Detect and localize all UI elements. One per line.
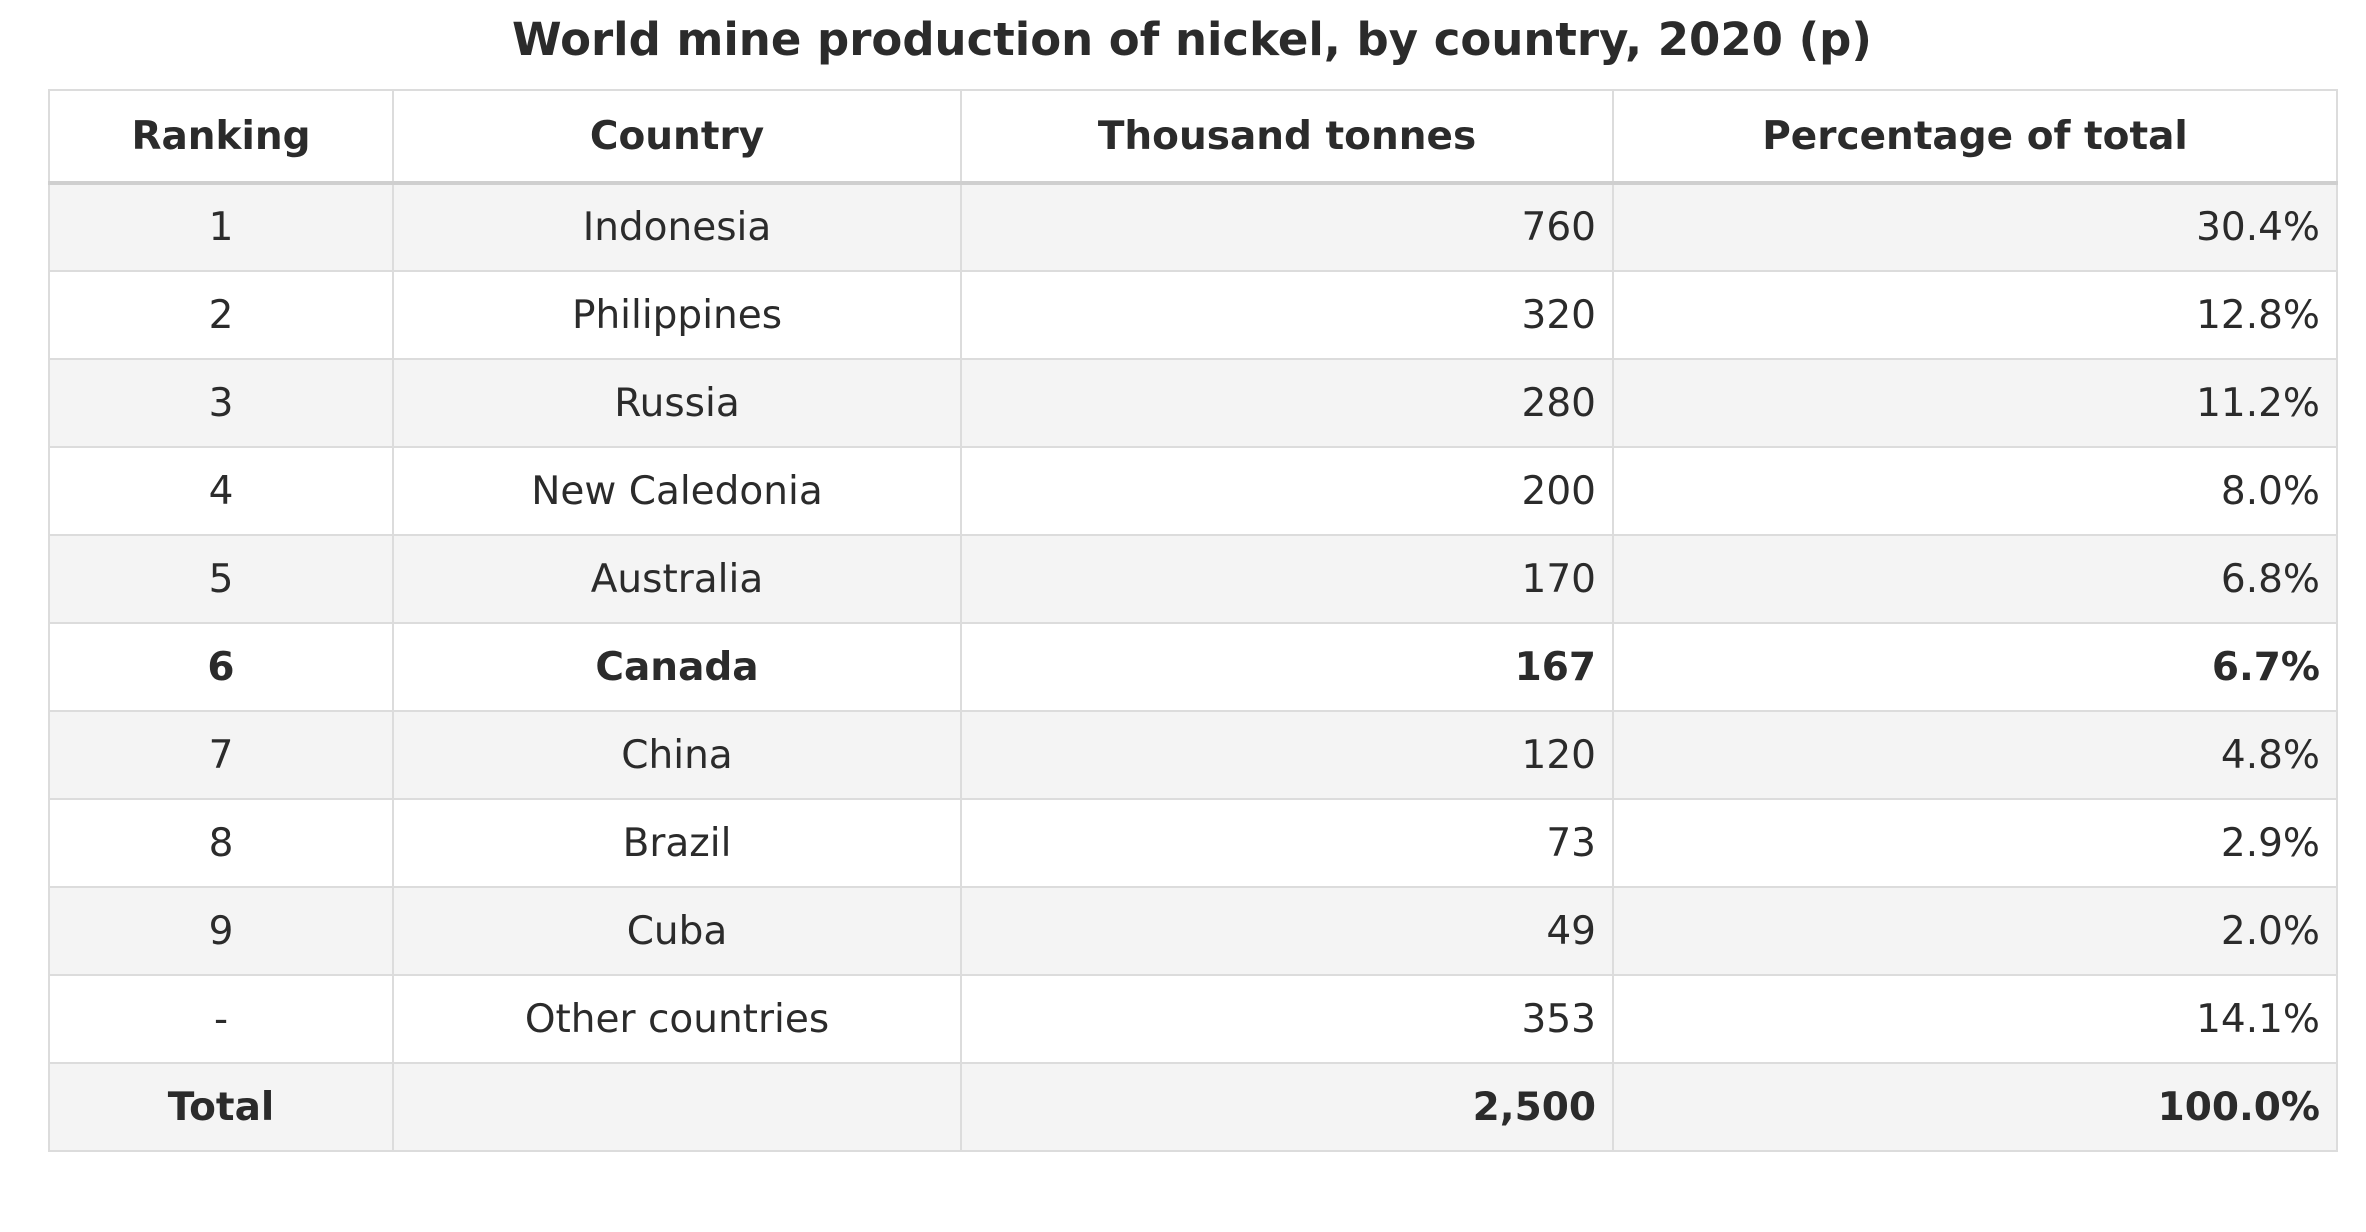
cell-country: Brazil [392,798,962,888]
table-row: 9 Cuba 49 2.0% [48,886,2338,976]
cell-country: New Caledonia [392,446,962,536]
table-row: 3 Russia 280 11.2% [48,358,2338,448]
cell-percentage: 2.9% [1612,798,2338,888]
cell-country: China [392,710,962,800]
total-percentage: 100.0% [1612,1062,2338,1152]
cell-country: Indonesia [392,182,962,272]
cell-percentage: 30.4% [1612,182,2338,272]
cell-thousand-tonnes: 353 [960,974,1614,1064]
cell-country: Cuba [392,886,962,976]
table-header: Ranking Country Thousand tonnes Percenta… [48,89,2338,185]
cell-ranking: 6 [48,622,394,712]
cell-country: Philippines [392,270,962,360]
cell-percentage: 4.8% [1612,710,2338,800]
table-row: - Other countries 353 14.1% [48,974,2338,1064]
total-label: Total [48,1062,394,1152]
cell-ranking: 3 [48,358,394,448]
cell-country: Russia [392,358,962,448]
cell-ranking: - [48,974,394,1064]
cell-thousand-tonnes: 200 [960,446,1614,536]
cell-thousand-tonnes: 320 [960,270,1614,360]
nickel-production-table: Ranking Country Thousand tonnes Percenta… [48,89,2338,1152]
cell-percentage: 12.8% [1612,270,2338,360]
cell-country: Australia [392,534,962,624]
cell-country: Canada [392,622,962,712]
total-row: Total 2,500 100.0% [48,1062,2338,1152]
cell-percentage: 6.7% [1612,622,2338,712]
table-row: 4 New Caledonia 200 8.0% [48,446,2338,536]
header-thousand-tonnes: Thousand tonnes [960,89,1614,185]
header-row: Ranking Country Thousand tonnes Percenta… [48,89,2338,185]
cell-percentage: 11.2% [1612,358,2338,448]
table-row: 6 Canada 167 6.7% [48,622,2338,712]
cell-ranking: 5 [48,534,394,624]
cell-thousand-tonnes: 280 [960,358,1614,448]
table-body: 1 Indonesia 760 30.4% 2 Philippines 320 … [48,182,2338,1064]
cell-percentage: 8.0% [1612,446,2338,536]
table-row: 8 Brazil 73 2.9% [48,798,2338,888]
table-row: 2 Philippines 320 12.8% [48,270,2338,360]
header-ranking: Ranking [48,89,394,185]
header-country: Country [392,89,962,185]
cell-percentage: 6.8% [1612,534,2338,624]
cell-ranking: 2 [48,270,394,360]
table-row: 5 Australia 170 6.8% [48,534,2338,624]
total-country-cell [392,1062,962,1152]
table-footer: Total 2,500 100.0% [48,1062,2338,1152]
cell-ranking: 4 [48,446,394,536]
cell-country: Other countries [392,974,962,1064]
cell-ranking: 1 [48,182,394,272]
table-row: 1 Indonesia 760 30.4% [48,182,2338,272]
cell-thousand-tonnes: 170 [960,534,1614,624]
cell-ranking: 8 [48,798,394,888]
cell-thousand-tonnes: 49 [960,886,1614,976]
cell-thousand-tonnes: 73 [960,798,1614,888]
cell-percentage: 14.1% [1612,974,2338,1064]
cell-percentage: 2.0% [1612,886,2338,976]
cell-thousand-tonnes: 167 [960,622,1614,712]
cell-ranking: 9 [48,886,394,976]
table-row: 7 China 120 4.8% [48,710,2338,800]
table-title: World mine production of nickel, by coun… [512,13,1872,66]
cell-thousand-tonnes: 120 [960,710,1614,800]
header-percentage-of-total: Percentage of total [1612,89,2338,185]
cell-thousand-tonnes: 760 [960,182,1614,272]
total-thousand-tonnes: 2,500 [960,1062,1614,1152]
cell-ranking: 7 [48,710,394,800]
